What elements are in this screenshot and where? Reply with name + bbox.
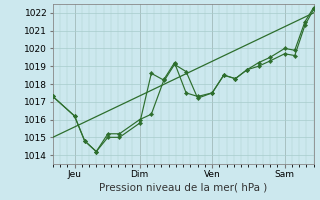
X-axis label: Pression niveau de la mer( hPa ): Pression niveau de la mer( hPa ) <box>99 183 267 193</box>
